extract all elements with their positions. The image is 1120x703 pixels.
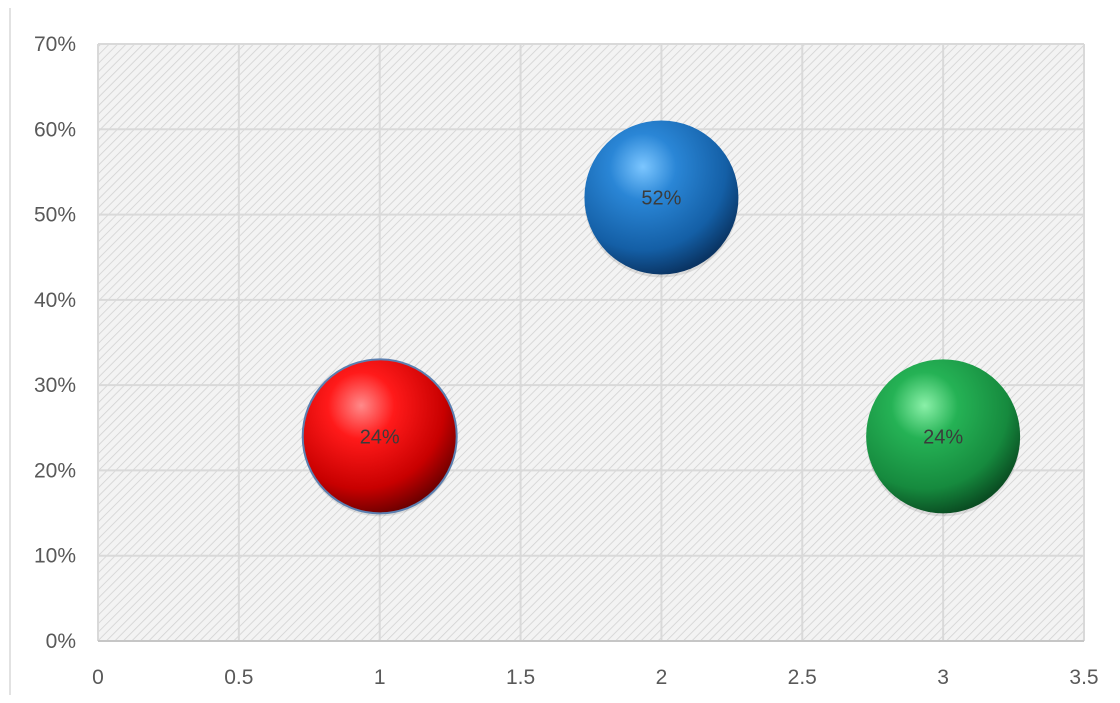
x-tick-label: 0 xyxy=(92,666,104,689)
x-tick-label: 2.5 xyxy=(788,666,817,689)
bubble-point xyxy=(584,120,739,275)
y-tick-label: 70% xyxy=(34,33,76,56)
plot-area xyxy=(98,44,1084,641)
bubble-data-label: 24% xyxy=(923,426,963,448)
x-tick-label: 3.5 xyxy=(1069,666,1098,689)
x-tick-label: 1 xyxy=(374,666,386,689)
y-tick-label: 50% xyxy=(34,204,76,227)
x-tick-label: 1.5 xyxy=(506,666,535,689)
x-tick-label: 3 xyxy=(937,666,949,689)
axes: 0 0.5 1 1.5 2 2.5 3 3.5 0% 10% 20% 30% 40% 50% 60% 70% xyxy=(34,33,1099,689)
y-tick-label: 60% xyxy=(34,118,76,141)
y-tick-label: 40% xyxy=(34,289,76,312)
data-labels: 24% 52% 24% xyxy=(360,188,964,449)
bubble-point xyxy=(301,358,458,515)
bubble-data-label: 52% xyxy=(641,188,681,210)
x-tick-label: 2 xyxy=(656,666,668,689)
y-tick-label: 30% xyxy=(34,374,76,397)
y-tick-label: 0% xyxy=(46,630,76,653)
bubble-point xyxy=(866,359,1021,514)
x-tick-label: 0.5 xyxy=(224,666,253,689)
y-tick-label: 20% xyxy=(34,459,76,482)
bubble-data-label: 24% xyxy=(360,426,400,448)
bubbles xyxy=(301,120,1021,517)
y-tick-label: 10% xyxy=(34,545,76,568)
